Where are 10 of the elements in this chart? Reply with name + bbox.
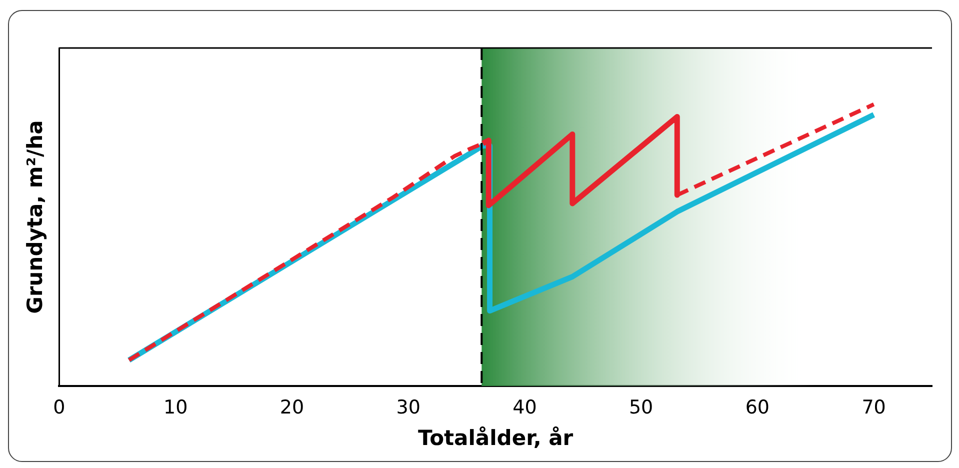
y-axis-title: Grundyta, m²/ha — [23, 120, 48, 314]
x-tick-label: 30 — [396, 396, 420, 418]
x-tick-label: 70 — [862, 396, 886, 418]
x-tick-label: 20 — [280, 396, 304, 418]
x-tick-label: 40 — [512, 396, 537, 418]
x-axis-title: Totalålder, år — [418, 426, 574, 450]
x-tick-label: 60 — [745, 396, 770, 418]
x-tick-label: 0 — [53, 396, 66, 418]
x-tick-label: 10 — [163, 396, 188, 418]
x-tick-label: 50 — [628, 396, 654, 418]
